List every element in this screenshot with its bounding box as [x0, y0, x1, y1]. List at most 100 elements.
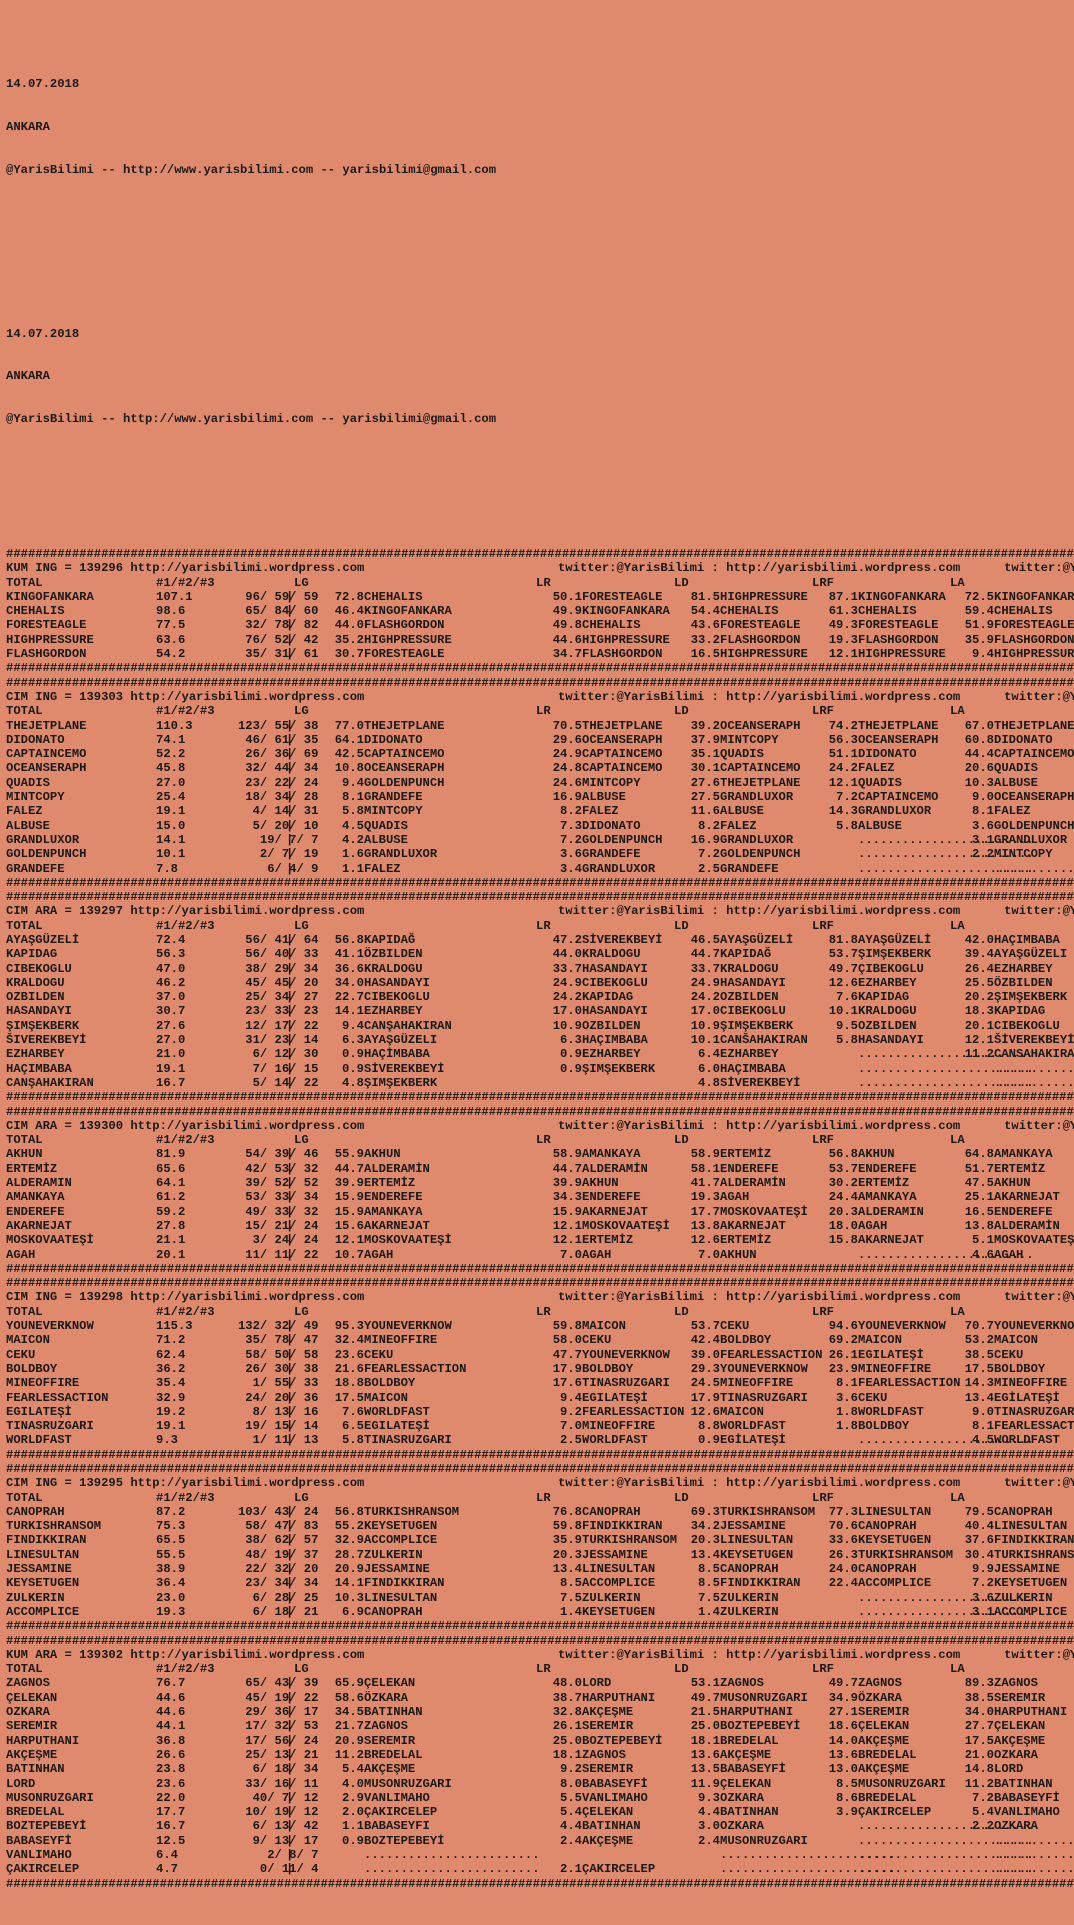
table-row[interactable]: QUADIS 27.0 23/ 22/ 24 | 9.4 GOLDENPUNCH 24.6… — [6, 776, 1068, 790]
metric-entity-name: TURKISHRANSOM — [994, 1548, 1074, 1562]
table-row[interactable]: FLASHGORDON 54.2 35/ 31/ 61 | 30.7 FORESTEAG… — [6, 647, 1068, 661]
table-row[interactable]: CHEHALIS 98.6 65/ 84/ 60 | 46.4 KINGOFANKARA… — [6, 604, 1068, 618]
table-row[interactable]: OZBILDEN 37.0 25/ 34/ 27 | 22.7 CIBEKOGLU 24.… — [6, 990, 1068, 1004]
table-row[interactable]: LORD 23.6 33/ 16/ 11 | 4.0 MUSONRUZGARI 8.0 BA… — [6, 1777, 1068, 1791]
table-row[interactable]: AMANKAYA 61.2 53/ 33/ 34 | 15.9 ENDEREFE 34.3… — [6, 1190, 1068, 1204]
placement-counts: 5/ 14/ 22 — [216, 1076, 286, 1090]
entity-name: ALBUSE — [6, 819, 156, 833]
table-row[interactable]: HASANDAYI 30.7 23/ 33/ 23 | 14.1 EZHARBEY 17.… — [6, 1004, 1068, 1018]
table-row[interactable]: ALDERAMIN 64.1 39/ 52/ 52 | 39.9 ERTEMİZ 39.9… — [6, 1176, 1068, 1190]
table-row[interactable]: CEKU 62.4 58/ 50/ 58 | 23.6 CEKU 47.7 YOUNEVER… — [6, 1348, 1068, 1362]
metric-entity-name: AKHUN — [994, 1176, 1074, 1190]
table-row[interactable]: OCEANSERAPH 45.8 32/ 44/ 34 | 10.8 OCEANSERA… — [6, 761, 1068, 775]
table-row[interactable]: SEREMIR 44.1 17/ 32/ 53 | 21.7 ZAGNOS 26.1 SER… — [6, 1719, 1068, 1733]
entity-name: KINGOFANKARA — [6, 590, 156, 604]
column-separator: | — [286, 933, 294, 947]
metric-entity-name: EZHARBEY — [858, 976, 950, 990]
placement-counts: 6/ 18/ 21 — [216, 1605, 286, 1619]
metric-entity-name: HAÇIMBABA — [720, 1062, 812, 1076]
table-row[interactable]: TINASRUZGARI 19.1 19/ 15/ 14 | 6.5 EGILATEŞİ… — [6, 1419, 1068, 1433]
metric-entity-name: BABASEYFİ — [582, 1777, 674, 1791]
table-row[interactable]: AGAH 20.1 11/ 11/ 22 | 10.7 AGAH 7.0 AGAH 7.0 AK… — [6, 1248, 1068, 1262]
metric-entity-name: GRANDEFE — [364, 790, 536, 804]
metric-value: 34.7 — [536, 647, 582, 661]
metric-value: 20.3 — [536, 1548, 582, 1562]
table-row[interactable]: KRALDOGU 46.2 45/ 45/ 20 | 34.0 HASANDAYI 24.… — [6, 976, 1068, 990]
metric-value: 14.1 — [294, 1576, 364, 1590]
table-row[interactable]: CIBEKOGLU 47.0 38/ 29/ 34 | 36.6 KRALDOGU 33.… — [6, 962, 1068, 976]
table-row[interactable]: HARPUTHANI 36.8 17/ 56/ 24 | 20.9 SEREMIR 25.… — [6, 1734, 1068, 1748]
table-row[interactable]: ENDEREFE 59.2 49/ 33/ 32 | 15.9 AMANKAYA 15.9… — [6, 1205, 1068, 1219]
table-row[interactable]: ÇELEKAN 44.6 45/ 19/ 22 | 58.6 ÖZKARA 38.7 HAR… — [6, 1691, 1068, 1705]
table-row[interactable]: AKARNEJAT 27.8 15/ 21/ 24 | 15.6 AKARNEJAT 12… — [6, 1219, 1068, 1233]
table-row[interactable]: HAÇIMBABA 19.1 7/ 16/ 15 | 0.9 SİVEREKBEYİ 0.… — [6, 1062, 1068, 1076]
table-row[interactable]: YOUNEVERKNOW 115.3 132/ 32/ 49 | 95.3 YOUNEV… — [6, 1319, 1068, 1333]
table-row[interactable]: GRANDEFE 7.8 6/ 4/ 9 | 1.1 FALEZ 3.4 GRANDLUXO… — [6, 862, 1068, 876]
table-row[interactable]: FALEZ 19.1 4/ 14/ 31 | 5.8 MINTCOPY 8.2 FALEZ 1… — [6, 804, 1068, 818]
total-value: 9.3 — [156, 1433, 216, 1447]
table-row[interactable]: OZKARA 44.6 29/ 36/ 17 | 34.5 BATINHAN 32.8 AK… — [6, 1705, 1068, 1719]
metric-entity-name: YOUNEVERKNOW — [582, 1348, 674, 1362]
metric-value: 46.4 — [294, 604, 364, 618]
table-row[interactable]: AKÇEŞME 26.6 25/ 13/ 21 | 11.2 BREDELAL 18.1 Z… — [6, 1748, 1068, 1762]
table-row[interactable]: MINEOFFIRE 35.4 1/ 55/ 33 | 18.8 BOLDBOY 17.6… — [6, 1376, 1068, 1390]
metric-entity-name: CEKU — [582, 1333, 674, 1347]
table-row[interactable]: EGILATEŞİ 19.2 8/ 13/ 16 | 7.6 WORLDFAST 9.2 F… — [6, 1405, 1068, 1419]
table-row[interactable]: ERTEMİZ 65.6 42/ 53/ 32 | 44.7 ALDERAMİN 44.7… — [6, 1162, 1068, 1176]
table-row[interactable]: CANŞAHAKIRAN 16.7 5/ 14/ 22 | 4.8 ŞIMŞEKBERK… — [6, 1076, 1068, 1090]
table-row[interactable]: AYAŞGÜZELİ 72.4 56/ 41/ 64 | 56.8 KAPIDAĞ 47.… — [6, 933, 1068, 947]
table-row[interactable]: BABASEYFİ 12.5 9/ 13/ 17 | 0.9 BOZTEPEBEYİ 2.… — [6, 1834, 1068, 1848]
table-row[interactable]: EZHARBEY 21.0 6/ 12/ 30 | 0.9 HAÇİMBABA 0.9 EZ… — [6, 1047, 1068, 1061]
table-row[interactable]: CAPTAINCEMO 52.2 26/ 36/ 69 | 42.5 CAPTAINCE… — [6, 747, 1068, 761]
table-row[interactable]: ALBUSE 15.0 5/ 20/ 10 | 4.5 QUADIS 7.3 DIDONAT… — [6, 819, 1068, 833]
table-row[interactable]: KINGOFANKARA 107.1 96/ 59/ 59 | 72.8 CHEHALI… — [6, 590, 1068, 604]
metric-value: 18.1 — [536, 1748, 582, 1762]
table-row[interactable]: CANOPRAH 87.2 103/ 43/ 24 | 56.8 TURKISHRANS… — [6, 1505, 1068, 1519]
metric-entity-name: ........................ — [858, 1819, 950, 1833]
metric-value: 10.9 — [674, 1019, 720, 1033]
metric-value: 10.9 — [536, 1019, 582, 1033]
table-row[interactable]: KEYSETUGEN 36.4 23/ 34/ 34 | 14.1 FINDIKKIRA… — [6, 1576, 1068, 1590]
table-row[interactable]: BOZTEPEBEYİ 16.7 6/ 13/ 42 | 1.1 BABASEYFI 4.… — [6, 1819, 1068, 1833]
table-row[interactable]: HIGHPRESSURE 63.6 76/ 52/ 42 | 35.2 HIGHPRES… — [6, 633, 1068, 647]
metric-entity-name: FEARLESSACTION — [720, 1348, 812, 1362]
table-row[interactable]: BATINHAN 23.8 6/ 18/ 34 | 5.4 AKÇEŞME 9.2 SERE… — [6, 1762, 1068, 1776]
table-row[interactable]: THEJETPLANE 110.3 123/ 55/ 38 | 77.0 THEJETP… — [6, 719, 1068, 733]
metric-value: 70.5 — [536, 719, 582, 733]
table-row[interactable]: WORLDFAST 9.3 1/ 11/ 13 | 5.8 TINASRUZGARI 2.… — [6, 1433, 1068, 1447]
table-row[interactable]: ACCOMPLICE 19.3 6/ 18/ 21 | 6.9 CANOPRAH 1.4 K… — [6, 1605, 1068, 1619]
table-row[interactable]: TURKISHRANSOM 75.3 58/ 47/ 83 | 55.2 KEYSETU… — [6, 1519, 1068, 1533]
column-header-3-4: LG — [294, 1305, 536, 1319]
table-row[interactable]: MAICON 71.2 35/ 78/ 47 | 32.4 MINEOFFIRE 58.0… — [6, 1333, 1068, 1347]
table-row[interactable]: VANLIMAHO 6.4 2/ 8/ 7 |...................… — [6, 1848, 1068, 1862]
table-row[interactable]: ŞIMŞEKBERK 27.6 12/ 17/ 22 | 9.4 CANŞAHAKIRA… — [6, 1019, 1068, 1033]
table-row[interactable]: GRANDLUXOR 14.1 19/ 7/ 7 | 4.2 ALBUSE 7.2 GOLD… — [6, 833, 1068, 847]
table-row[interactable]: JESSAMINE 38.9 22/ 32/ 20 | 20.9 JESSAMINE 13… — [6, 1562, 1068, 1576]
metric-entity-name: CANOPRAH — [582, 1505, 674, 1519]
table-row[interactable]: DIDONATO 74.1 46/ 61/ 35 | 64.1 DIDONATO 29.6… — [6, 733, 1068, 747]
table-row[interactable]: MOSKOVAATEŞİ 21.1 3/ 24/ 24 | 12.1 MOSKOVAAT… — [6, 1233, 1068, 1247]
table-row[interactable]: MUSONRUZGARI 22.0 40/ 7/ 12 | 2.9 VANLIMAHO 5… — [6, 1791, 1068, 1805]
table-row[interactable]: ÇAKIRCELEP 4.7 0/ 11/ 4 |.................… — [6, 1862, 1068, 1876]
table-row[interactable]: FEARLESSACTION 32.9 24/ 20/ 36 | 17.5 MAICON… — [6, 1391, 1068, 1405]
table-row[interactable]: MINTCOPY 25.4 18/ 34/ 28 | 8.1 GRANDEFE 16.9 A… — [6, 790, 1068, 804]
total-value: 46.2 — [156, 976, 216, 990]
metric-value: 5.4 — [950, 1805, 994, 1819]
table-row[interactable]: GOLDENPUNCH 10.1 2/ 7/ 19 | 1.6 GRANDLUXOR 3.… — [6, 847, 1068, 861]
metric-value: 20.3 — [674, 1533, 720, 1547]
table-row[interactable]: BREDELAL 17.7 10/ 19/ 12 | 2.0 ÇAKIRCELEP 5.4… — [6, 1805, 1068, 1819]
table-title-right-5: twitter:@YarisBilimi : http://yarisbilim… — [536, 1476, 1074, 1490]
placement-counts: 42/ 53/ 32 — [216, 1162, 286, 1176]
metric-value: 58.1 — [674, 1162, 720, 1176]
table-row[interactable]: BOLDBOY 36.2 26/ 30/ 38 | 21.6 FEARLESSACTIO… — [6, 1362, 1068, 1376]
table-row[interactable]: FORESTEAGLE 77.5 32/ 78/ 82 | 44.0 FLASHGORD… — [6, 618, 1068, 632]
column-separator: | — [286, 1591, 294, 1605]
table-row[interactable]: KAPIDAG 56.3 56/ 40/ 33 | 41.1 ÖZBILDEN 44.0 K… — [6, 947, 1068, 961]
metric-entity-name: LINESULTAN — [994, 1519, 1074, 1533]
table-row[interactable]: FINDIKKIRAN 65.5 38/ 62/ 57 | 32.9 ACCOMPLIC… — [6, 1533, 1068, 1547]
table-row[interactable]: LINESULTAN 55.5 48/ 19/ 37 | 28.7 ZULKERIN 20… — [6, 1548, 1068, 1562]
table-row[interactable]: ŠIVEREKBEYİ 27.0 31/ 23/ 14 | 6.3 AYAŞGÜZELI… — [6, 1033, 1068, 1047]
table-row[interactable]: AKHUN 81.9 54/ 39/ 46 | 55.9 AKHUN 58.9 AMANKA… — [6, 1147, 1068, 1161]
table-row[interactable]: ZULKERIN 23.0 6/ 28/ 25 | 10.3 LINESULTAN 7.5… — [6, 1591, 1068, 1605]
table-row[interactable]: ZAGNOS 76.7 65/ 43/ 39 | 65.9 ÇELEKAN 48.0 LOR… — [6, 1676, 1068, 1690]
